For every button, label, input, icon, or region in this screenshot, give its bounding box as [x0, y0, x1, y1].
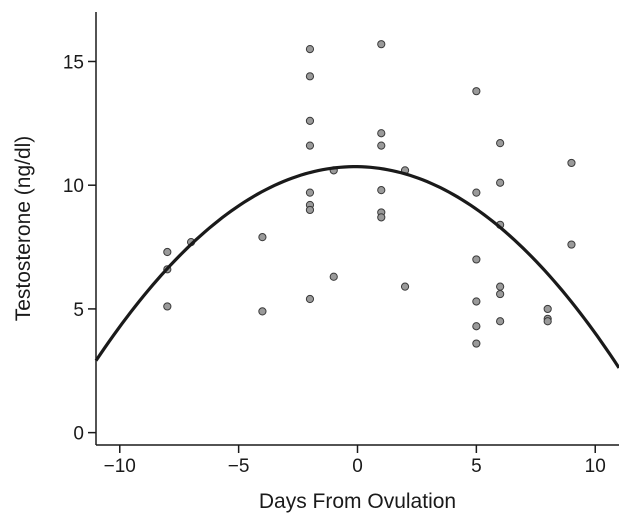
data-point	[496, 317, 505, 326]
data-point	[400, 282, 410, 291]
data-point	[543, 304, 552, 314]
data-point	[377, 186, 386, 195]
data-point	[472, 322, 481, 331]
x-axis-title: Days From Ovulation	[259, 490, 456, 513]
data-point	[567, 240, 576, 249]
x-tick-label: −5	[228, 456, 250, 477]
data-point	[163, 247, 172, 257]
data-point	[377, 40, 386, 49]
y-tick-label: 5	[73, 300, 84, 321]
data-point	[329, 272, 338, 281]
quadratic-fit-curve	[94, 165, 619, 369]
data-point	[305, 205, 315, 215]
data-point	[496, 139, 505, 148]
y-tick-label: 10	[63, 176, 84, 197]
y-axis-title: Testosterone (ng/dl)	[12, 136, 35, 322]
data-point	[496, 289, 505, 299]
data-point	[305, 294, 315, 304]
data-point	[543, 317, 552, 326]
data-point	[377, 213, 386, 222]
y-tick-label: 15	[63, 52, 84, 73]
data-point	[305, 45, 315, 54]
x-tick-label: 10	[585, 456, 606, 477]
data-point	[258, 233, 267, 242]
axes: −10 −5 0 5 10 0 5 10 15	[63, 12, 619, 477]
data-point	[305, 141, 315, 150]
data-point	[472, 188, 481, 197]
data-point	[258, 307, 267, 316]
data-point	[163, 302, 172, 311]
y-tick-label: 0	[73, 424, 84, 445]
data-point	[305, 188, 315, 197]
x-axis-ticks: −10 −5 0 5 10	[104, 445, 606, 477]
data-point	[567, 158, 576, 168]
x-tick-label: 0	[352, 456, 363, 477]
data-point	[305, 116, 315, 125]
data-point	[496, 178, 505, 187]
y-axis-ticks: 0 5 10 15	[63, 52, 96, 445]
x-tick-label: 5	[471, 456, 482, 477]
data-point	[472, 339, 481, 348]
data-point	[472, 297, 481, 306]
data-point	[305, 72, 315, 81]
plot-area	[163, 40, 576, 348]
data-point	[472, 255, 481, 264]
data-point	[377, 141, 386, 150]
data-point	[377, 129, 386, 138]
x-tick-label: −10	[104, 456, 136, 477]
data-point	[472, 87, 481, 96]
data-point	[496, 282, 505, 291]
